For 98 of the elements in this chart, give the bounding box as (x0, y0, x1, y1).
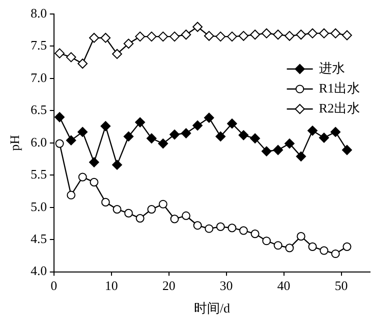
point (135, 117, 146, 128)
point (135, 32, 146, 42)
point (89, 157, 100, 168)
point (238, 30, 249, 41)
point (78, 58, 88, 69)
point (204, 30, 214, 41)
point (78, 126, 88, 137)
point (204, 224, 214, 233)
x-tick-label: 20 (162, 278, 176, 294)
y-tick-label: 7.5 (30, 38, 47, 53)
point (54, 112, 65, 122)
x-tick-label: 0 (50, 278, 58, 294)
point (170, 130, 180, 140)
y-axis-title: pH (7, 134, 22, 151)
point (319, 28, 330, 38)
point (100, 121, 111, 132)
point (330, 28, 341, 38)
point (181, 128, 192, 138)
point (100, 32, 111, 43)
point (274, 241, 282, 250)
point (284, 138, 295, 149)
legend-label: R2出水 (318, 100, 360, 116)
point (66, 190, 76, 200)
point (124, 131, 134, 142)
x-axis-title: 时间/d (194, 300, 230, 316)
point (192, 22, 203, 32)
point (250, 133, 260, 144)
point (101, 198, 110, 206)
point (90, 178, 98, 187)
y-tick-label: 5.5 (30, 166, 47, 182)
point (308, 242, 317, 251)
x-tick-label: 30 (220, 278, 233, 294)
point (262, 28, 272, 38)
point (227, 32, 238, 42)
point (124, 208, 133, 218)
point (319, 132, 330, 143)
point (331, 249, 340, 258)
point (146, 32, 157, 42)
point (112, 48, 122, 59)
point (193, 221, 202, 230)
point (250, 229, 260, 238)
point (216, 32, 226, 42)
point (124, 38, 134, 49)
point (330, 126, 341, 137)
point (308, 28, 318, 38)
point (285, 244, 294, 252)
y-tick-label: 4.5 (30, 230, 47, 246)
y-tick-label: 8.0 (30, 5, 47, 20)
point (227, 118, 238, 129)
point (262, 236, 271, 246)
point (112, 204, 122, 214)
point (170, 214, 179, 224)
point (262, 146, 272, 156)
point (342, 144, 352, 155)
point (250, 30, 260, 40)
point (216, 131, 226, 142)
x-tick-label: 50 (334, 278, 348, 294)
point (158, 200, 168, 208)
point (112, 160, 122, 170)
legend-label: 进水 (318, 60, 345, 76)
point (284, 30, 295, 41)
point (147, 204, 156, 214)
point (66, 52, 76, 62)
point (228, 224, 236, 232)
point (170, 32, 180, 42)
point (342, 242, 352, 251)
point (89, 32, 100, 43)
x-tick-label: 10 (104, 278, 118, 294)
x-tick-label: 40 (277, 278, 290, 294)
y-tick-label: 6.0 (30, 134, 47, 150)
y-tick-label: 4.0 (30, 263, 47, 278)
y-tick-label: 6.5 (30, 102, 47, 118)
point (204, 112, 214, 123)
point (238, 130, 249, 140)
point (192, 120, 203, 130)
point (296, 151, 306, 162)
point (182, 211, 190, 220)
y-tick-label: 7.0 (30, 70, 47, 85)
point (158, 32, 168, 42)
point (320, 246, 328, 255)
y-tick-label: 5.0 (30, 198, 47, 214)
point (296, 232, 306, 241)
point (296, 30, 306, 40)
point (54, 48, 65, 58)
point (273, 144, 284, 155)
point (78, 172, 87, 182)
legend-label: R1出水 (318, 80, 360, 96)
point (181, 30, 192, 40)
point (239, 226, 248, 235)
point (273, 30, 284, 40)
point (308, 126, 318, 136)
point (66, 135, 76, 146)
point (55, 139, 64, 148)
point (136, 214, 144, 223)
point (146, 133, 157, 144)
point (342, 30, 352, 40)
point (158, 138, 168, 149)
point (216, 222, 225, 231)
